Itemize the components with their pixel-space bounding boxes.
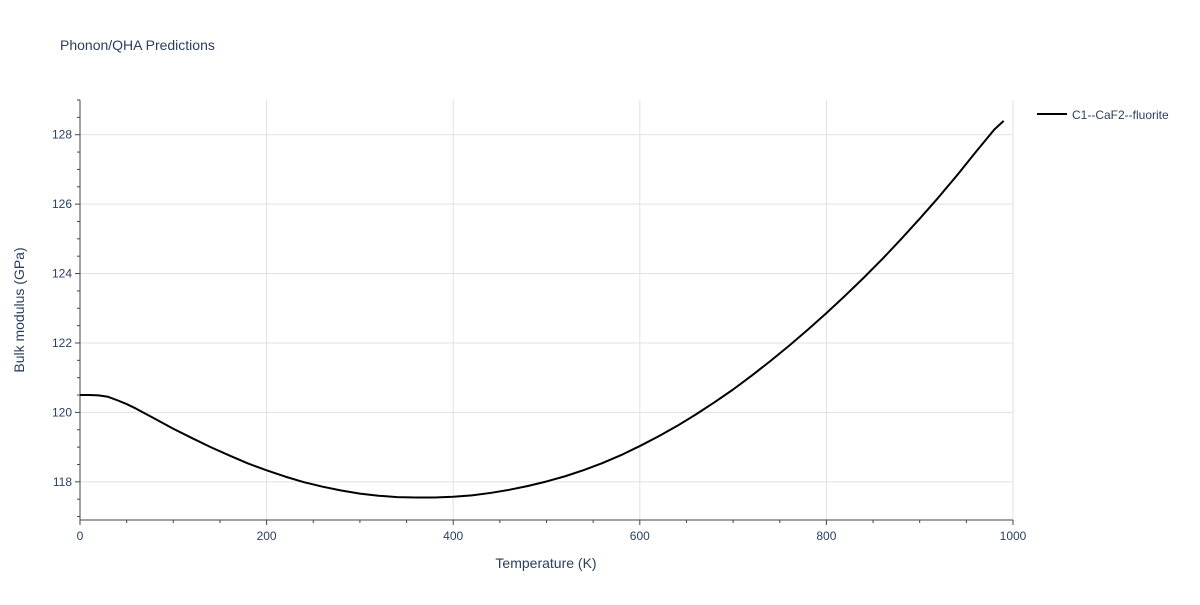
y-axis-title: Bulk modulus (GPa) (11, 247, 27, 372)
x-tick-label: 0 (77, 529, 84, 543)
x-tick-label: 600 (630, 529, 650, 543)
x-tick-label: 400 (443, 529, 463, 543)
y-tick-label: 118 (53, 475, 72, 489)
x-tick-label: 1000 (1000, 529, 1027, 543)
x-axis-title: Temperature (K) (495, 555, 596, 571)
x-tick-label: 800 (816, 529, 836, 543)
grid-layer (80, 100, 1014, 520)
series-line[interactable] (80, 120, 1005, 499)
chart-title: Phonon/QHA Predictions (60, 37, 215, 53)
y-tick-label: 122 (52, 336, 72, 350)
y-tick-label: 126 (52, 197, 72, 211)
legend[interactable]: C1--CaF2--fluorite (1037, 108, 1169, 122)
axes-layer: 0 200 400 600 800 1000 118 120 122 124 126 128 (52, 99, 1027, 543)
x-tick-label: 200 (257, 529, 277, 543)
y-tick-label: 128 (52, 128, 72, 142)
series-layer (80, 120, 1005, 499)
y-tick-label: 120 (52, 405, 72, 419)
legend-label: C1--CaF2--fluorite (1072, 108, 1169, 122)
y-tick-label: 124 (52, 267, 72, 281)
